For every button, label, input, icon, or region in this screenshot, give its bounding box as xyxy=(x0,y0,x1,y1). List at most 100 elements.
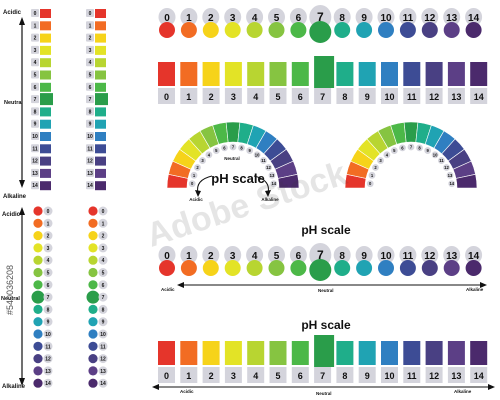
ph-color-circle xyxy=(33,354,43,364)
ph-color-bar xyxy=(40,58,51,68)
ph-number-box xyxy=(403,88,421,104)
ph-color-circle xyxy=(88,206,98,216)
horizontal-arrow-bottom: Acidic Neutral Alkaline xyxy=(152,384,495,396)
gauge-number-label: 12 xyxy=(266,165,271,170)
ph-number-box xyxy=(314,88,332,104)
ph-number-badge xyxy=(43,231,53,241)
ph-number-badge xyxy=(399,246,417,264)
ph-color-bar xyxy=(40,9,51,18)
gauge-number-label: 2 xyxy=(196,165,199,170)
ph-number-box xyxy=(31,58,39,67)
ph-color-bar xyxy=(314,335,335,367)
ph-number-badge xyxy=(43,268,53,277)
gauge-number-label: 0 xyxy=(369,181,372,186)
ph-color-circle xyxy=(334,22,351,38)
ph-color-bar xyxy=(180,341,198,365)
gauge-number-label: 13 xyxy=(270,173,275,178)
gauge-number-badge xyxy=(238,144,245,152)
gauge-number-label: 2 xyxy=(374,165,377,170)
ph-color-circle xyxy=(88,317,98,327)
ph-number-box xyxy=(86,33,94,42)
ph-number-badge xyxy=(180,8,198,26)
ph-number-box xyxy=(314,367,332,383)
ph-number-label: 13 xyxy=(446,13,458,24)
gauge-number-badge xyxy=(188,180,196,188)
ph-number-box xyxy=(31,156,39,165)
ph-number-label: 4 xyxy=(47,258,50,264)
ph-number-badge xyxy=(98,317,108,327)
ph-number-badge xyxy=(98,378,108,388)
ph-color-circle xyxy=(33,206,43,216)
ph-number-box xyxy=(86,45,94,54)
gauge-number-label: 9 xyxy=(427,148,430,153)
ph-number-label: 3 xyxy=(231,92,236,102)
gauge-number-label: 7 xyxy=(232,145,235,150)
ph-number-label: 14 xyxy=(87,183,93,189)
ph-number-label: 14 xyxy=(32,183,38,189)
ph-color-bar xyxy=(180,62,198,86)
ph-number-label: 14 xyxy=(45,381,51,387)
ph-number-box xyxy=(470,88,488,104)
ph-color-circle xyxy=(224,22,241,38)
ph-color-circle xyxy=(465,260,482,276)
ph-number-badge xyxy=(43,317,53,327)
ph-number-badge xyxy=(43,280,53,290)
ph-number-label: 1 xyxy=(186,371,191,381)
ph-number-box xyxy=(358,367,376,383)
ph-number-box xyxy=(31,21,39,30)
ph-number-label: 12 xyxy=(424,251,436,262)
ph-number-label: 11 xyxy=(407,92,417,102)
ph-number-label: 3 xyxy=(34,48,37,54)
gauge-number-label: 1 xyxy=(193,173,196,178)
ph-number-badge xyxy=(355,8,373,26)
ph-color-circle xyxy=(159,260,175,276)
ph-number-label: 1 xyxy=(102,221,105,227)
ph-number-box xyxy=(31,107,39,116)
ph-number-badge xyxy=(98,218,108,228)
ph-color-bar xyxy=(269,341,287,365)
gauge-number-label: 9 xyxy=(249,148,252,153)
ph-number-box xyxy=(336,88,354,104)
gauge-number-badge xyxy=(446,171,454,179)
bottom-acidic-label: Acidic xyxy=(180,389,194,394)
ph-color-circle xyxy=(443,260,460,276)
ph-number-label: 3 xyxy=(230,251,236,262)
ph-number-box xyxy=(425,367,443,383)
ph-number-label: 11 xyxy=(407,371,417,381)
ph-number-badge xyxy=(202,8,220,26)
ph-number-box xyxy=(158,367,175,383)
ph-number-label: 2 xyxy=(208,13,214,24)
gauge-number-label: 11 xyxy=(439,158,444,163)
ph-color-bar xyxy=(95,156,106,166)
ph-number-label: 9 xyxy=(47,320,50,326)
ph-color-circle xyxy=(33,341,43,351)
ph-number-label: 8 xyxy=(339,251,345,262)
bar-scale-title: pH scale xyxy=(301,318,351,332)
ph-color-bar xyxy=(291,341,309,365)
gauge-number-label: 7 xyxy=(410,145,413,150)
ph-color-bar xyxy=(403,341,421,365)
ph-number-label: 6 xyxy=(298,371,303,381)
gauge-number-badge xyxy=(190,171,198,179)
ph-number-label: 2 xyxy=(209,371,214,381)
ph-color-circle xyxy=(202,260,219,276)
ph-number-label: 3 xyxy=(47,246,50,252)
ph-color-circle xyxy=(88,267,98,278)
ph-number-box xyxy=(202,88,220,104)
ph-color-circle xyxy=(33,267,43,278)
gauge-number-label: 14 xyxy=(449,181,454,186)
ph-number-box xyxy=(86,181,94,190)
ph-number-badge xyxy=(98,243,108,253)
ph-color-bar xyxy=(95,33,106,43)
ph-color-circle xyxy=(33,243,43,253)
ph-number-label: 12 xyxy=(424,13,436,24)
ph-number-label: 4 xyxy=(34,60,37,66)
ph-color-bar xyxy=(381,62,398,86)
gauge-number-label: 13 xyxy=(448,173,453,178)
vertical-circle-scale-labeled: Acidic Neutral Alkaline 0123456789101112… xyxy=(1,206,53,390)
ph-number-label: 7 xyxy=(102,295,105,301)
ph-number-box xyxy=(224,367,242,383)
ph-color-bar xyxy=(336,62,354,86)
